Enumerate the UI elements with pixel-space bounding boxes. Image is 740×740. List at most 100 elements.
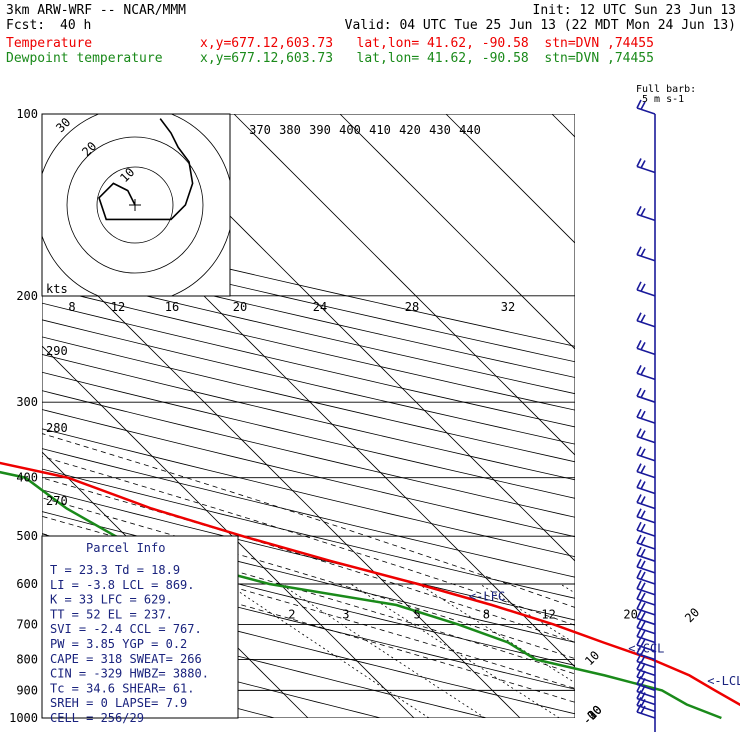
wind-barb-flag	[636, 534, 642, 544]
wind-barb-staff	[636, 566, 656, 574]
dry-adiabat	[42, 302, 575, 428]
wind-barb-staff	[636, 254, 656, 262]
parcel-info-box: Parcel Info T = 23.3 Td = 18.9LI = -3.8 L…	[41, 535, 239, 725]
wind-barb-flag	[640, 647, 646, 656]
parcel-info-row: Tc = 34.6 SHEAR= 61.	[50, 681, 195, 695]
wind-barb-staff	[636, 486, 656, 495]
wind-barb-flag	[636, 690, 642, 699]
wind-barb-flag	[640, 592, 646, 601]
wind-barb-flag	[640, 662, 646, 672]
parcel-info-row: SVI = -2.4 CCL = 767.	[50, 622, 202, 636]
hodograph-speed-label: 12	[111, 300, 125, 314]
wind-barb-flag	[640, 481, 646, 490]
wind-barb-flag	[640, 698, 646, 708]
mixing-ratio-label: 5	[414, 607, 421, 621]
parcel-info-row: CAPE = 318 SWEAT= 266	[50, 652, 202, 666]
theta-left-label: 280	[46, 421, 68, 435]
pressure-tick-label: 300	[16, 395, 38, 409]
level-annotation: <-LCL	[707, 674, 740, 688]
wind-barb-flag	[636, 246, 642, 256]
pressure-tick-label: 1000	[9, 711, 38, 725]
wind-barb-flag	[636, 683, 642, 692]
wind-barb-flag	[636, 494, 642, 503]
mixing-ratio-label: 2	[288, 607, 295, 621]
wind-barb-flag	[636, 339, 642, 349]
wind-barb-flag	[640, 389, 646, 398]
pressure-tick-label: 700	[16, 617, 38, 631]
pressure-tick-label: 400	[16, 471, 38, 485]
wind-barb-flag	[636, 312, 642, 322]
parcel-info-title: Parcel Info	[86, 541, 165, 555]
mixing-ratio-line	[350, 583, 560, 718]
isotherm-right-label: 10	[582, 648, 602, 668]
wind-barb-flag	[636, 703, 642, 713]
isotherm	[233, 114, 575, 456]
parcel-info-row: TT = 52 EL = 237.	[50, 607, 173, 621]
temperature-label: Temperature	[6, 36, 93, 51]
parcel-info-row: PW = 3.85 YGP = 0.2	[50, 637, 187, 651]
dry-adiabat	[42, 319, 575, 445]
hodograph-trace	[98, 118, 194, 221]
wind-barb-flag	[640, 523, 646, 532]
wind-barb-flag	[640, 283, 646, 292]
wind-barb-flag	[636, 463, 642, 473]
theta-label: 440	[459, 123, 481, 137]
model-title: 3km ARW-WRF -- NCAR/MMM	[6, 3, 187, 18]
wind-barb-flag	[636, 364, 642, 374]
wind-barb-flag	[636, 653, 642, 662]
wind-barb-staff	[636, 711, 656, 719]
wind-barb-flag	[640, 560, 646, 569]
wind-barbs	[636, 99, 656, 732]
level-annotation: <-LFC	[469, 589, 505, 603]
mixing-ratio-label: 8	[483, 607, 490, 621]
wind-barb-flag	[640, 207, 646, 217]
wind-barb-staff	[636, 554, 656, 562]
wind-barb-flag	[640, 101, 646, 110]
wind-barb-flag	[636, 428, 642, 437]
wind-barb-flag	[640, 248, 646, 257]
wind-barb-flag	[636, 546, 642, 556]
wind-barb-flag	[640, 602, 646, 611]
wind-barb-staff	[636, 213, 656, 222]
temperature-profile	[0, 461, 740, 707]
wind-barb-flag	[640, 366, 646, 376]
theta-label: 410	[369, 123, 391, 137]
theta-label: 430	[429, 123, 451, 137]
wind-barb-flag	[640, 571, 646, 580]
dry-adiabat	[42, 489, 575, 621]
hodograph-speed-label: 16	[165, 300, 179, 314]
hodograph-ring	[66, 136, 204, 274]
wind-barb-staff	[636, 435, 656, 444]
init-time: Init: 12 UTC Sun 23 Jun 13	[532, 3, 737, 18]
theta-label: 380	[279, 123, 301, 137]
barb-note-units: 5 m s-1	[642, 94, 685, 105]
wind-barb-flag	[636, 668, 642, 678]
wind-barb-staff	[636, 529, 656, 537]
wind-barb-staff	[636, 395, 656, 403]
pressure-tick-label: 600	[16, 577, 38, 591]
mixing-ratio-label: 3	[342, 607, 349, 621]
theta-label: 390	[309, 123, 331, 137]
dry-adiabat	[42, 468, 575, 599]
mixing-ratio-label: 12	[541, 607, 555, 621]
dry-adiabat	[42, 336, 575, 463]
theta-left-label: 270	[46, 494, 68, 508]
wind-barb-flag	[640, 160, 646, 169]
theta-label: 370	[249, 123, 271, 137]
parcel-info-frame	[41, 535, 239, 719]
pressure-tick-label: 800	[16, 652, 38, 666]
wind-barb-flag	[640, 510, 646, 519]
mixing-ratio-line	[418, 583, 575, 684]
hodograph-speed-label: 8	[68, 300, 75, 314]
fcst-value: 40 h	[60, 18, 92, 33]
isotherm	[42, 239, 521, 718]
hodograph-speed-label: 20	[233, 300, 247, 314]
dewpoint-label: Dewpoint temperature	[6, 51, 163, 66]
wind-barb-flag	[636, 479, 642, 488]
valid-time: Valid: 04 UTC Tue 25 Jun 13 (22 MDT Mon …	[344, 18, 736, 33]
axis-labels: 1002003004005006007008009001000-80-70-60…	[9, 107, 740, 728]
wind-barb-flag	[640, 677, 646, 687]
isotherm-right-label: 20	[682, 605, 702, 625]
wind-barb-flag	[640, 314, 646, 323]
dry-adiabat	[42, 580, 575, 715]
